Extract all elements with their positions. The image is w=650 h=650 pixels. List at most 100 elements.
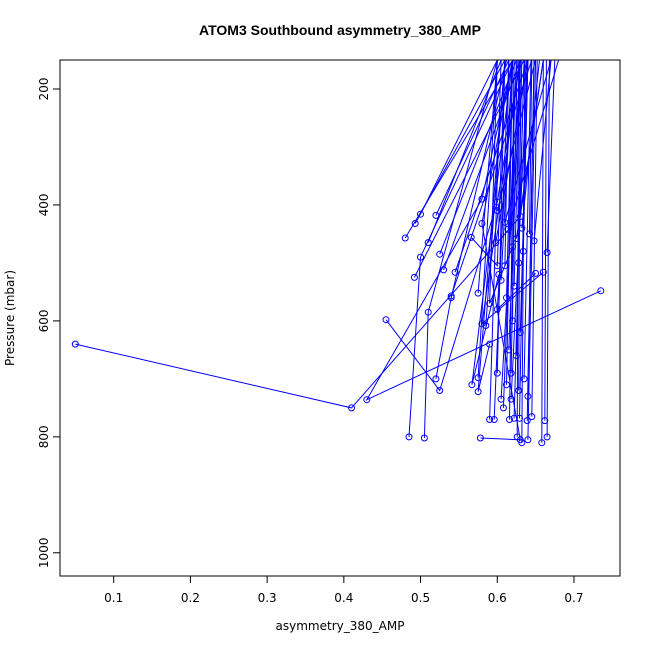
data-point-17-0 <box>467 233 475 241</box>
data-point-43-0 <box>528 413 536 421</box>
data-point-33-0 <box>490 416 498 423</box>
data-point-13-0 <box>405 433 413 441</box>
profile-line-64 <box>512 60 515 321</box>
data-point-27-0 <box>532 269 540 277</box>
data-point-10-0 <box>451 268 459 276</box>
profile-line-47 <box>489 60 502 420</box>
data-point-46-0 <box>506 416 513 423</box>
x-tick-label: 0.4 <box>334 591 353 605</box>
data-point-34-0 <box>499 404 507 412</box>
data-point-5-0 <box>417 210 424 218</box>
data-point-28-1 <box>486 300 494 307</box>
profile-line-58 <box>506 60 514 385</box>
profile-line-42 <box>544 60 547 421</box>
data-point-11-0 <box>410 273 418 281</box>
data-point-26-0 <box>539 268 547 276</box>
y-tick-label: 1000 <box>37 538 51 569</box>
plot-frame <box>59 59 621 577</box>
y-tick-label: 400 <box>37 193 51 216</box>
data-point-4-0 <box>411 220 419 227</box>
data-point-16-2 <box>478 220 486 227</box>
data-point-47-0 <box>486 416 494 423</box>
y-tick-label: 600 <box>37 309 51 332</box>
data-point-54-0 <box>526 230 533 238</box>
data-point-30-1 <box>474 388 482 396</box>
x-tick-label: 0.3 <box>258 591 277 605</box>
data-point-1-0 <box>597 287 605 295</box>
profile-line-40 <box>541 60 544 443</box>
x-tick-label: 0.7 <box>564 591 583 605</box>
profile-line-10 <box>454 60 529 273</box>
profile-line-63 <box>518 60 521 391</box>
data-point-25-0 <box>543 249 551 256</box>
x-tick-label: 0.2 <box>181 591 200 605</box>
data-point-27-1 <box>493 305 501 313</box>
y-tick-label: 200 <box>37 78 51 101</box>
data-point-38-0 <box>518 439 526 447</box>
data-point-0-1 <box>348 404 355 412</box>
profile-line-41 <box>546 60 550 437</box>
data-point-15-0 <box>432 375 440 383</box>
profile-line-39 <box>527 60 537 440</box>
data-point-14-1 <box>424 308 432 316</box>
y-tick-label: 800 <box>37 425 51 448</box>
data-point-2-0 <box>382 316 390 324</box>
data-point-65-0 <box>501 262 509 270</box>
profile-line-54 <box>529 60 533 234</box>
y-axis-label: Pressure (mbar) <box>3 270 17 366</box>
data-point-41-0 <box>543 433 551 441</box>
x-axis-label: asymmetry_380_AMP <box>276 619 405 633</box>
data-point-1-1 <box>363 396 371 404</box>
data-point-39-0 <box>524 436 532 444</box>
x-tick-label: 0.1 <box>104 591 123 605</box>
data-point-40-0 <box>538 439 546 447</box>
data-point-52-0 <box>515 259 523 267</box>
data-point-2-1 <box>436 387 444 394</box>
profile-line-15 <box>435 60 507 379</box>
data-point-58-0 <box>503 381 510 389</box>
data-point-37-0 <box>513 433 521 441</box>
profile-line-30 <box>477 60 506 392</box>
data-point-53-0 <box>519 247 527 255</box>
data-point-8-0 <box>436 250 444 258</box>
data-point-50-0 <box>503 294 510 302</box>
data-point-56-0 <box>512 352 520 360</box>
profile-line-61 <box>523 60 532 379</box>
profile-line-5 <box>420 60 498 215</box>
profile-line-43 <box>531 60 538 417</box>
data-point-45-0 <box>516 414 523 422</box>
profile-line-65 <box>504 60 510 266</box>
data-point-48-0 <box>474 374 482 382</box>
profile-line-17 <box>470 60 506 268</box>
data-layer <box>71 60 605 447</box>
profile-line-1 <box>365 60 602 401</box>
data-point-62-0 <box>524 392 532 400</box>
data-point-35-0 <box>507 395 515 403</box>
data-point-16-0 <box>476 434 484 442</box>
data-point-14-0 <box>420 434 428 442</box>
profile-line-14 <box>423 60 498 439</box>
data-point-29-1 <box>468 381 476 389</box>
data-point-0-0 <box>71 340 79 348</box>
data-point-66-0 <box>474 289 482 297</box>
profile-line-48 <box>477 60 498 378</box>
data-point-64-0 <box>509 317 517 325</box>
profile-line-38 <box>521 60 526 443</box>
profile-line-49 <box>485 60 506 326</box>
data-point-30-0 <box>486 340 494 348</box>
profile-line-16 <box>480 60 521 441</box>
profile-line-32 <box>500 60 521 400</box>
data-point-15-1 <box>447 294 455 302</box>
profile-line-33 <box>493 60 510 420</box>
data-point-31-0 <box>493 369 501 377</box>
data-point-1-2 <box>478 195 486 203</box>
data-point-42-0 <box>541 417 549 425</box>
profile-line-55 <box>519 60 529 333</box>
data-point-57-0 <box>507 369 515 377</box>
profile-line-29 <box>471 60 514 385</box>
profile-line-13 <box>408 60 514 437</box>
series-group <box>71 60 605 447</box>
profile-line-66 <box>477 60 498 294</box>
